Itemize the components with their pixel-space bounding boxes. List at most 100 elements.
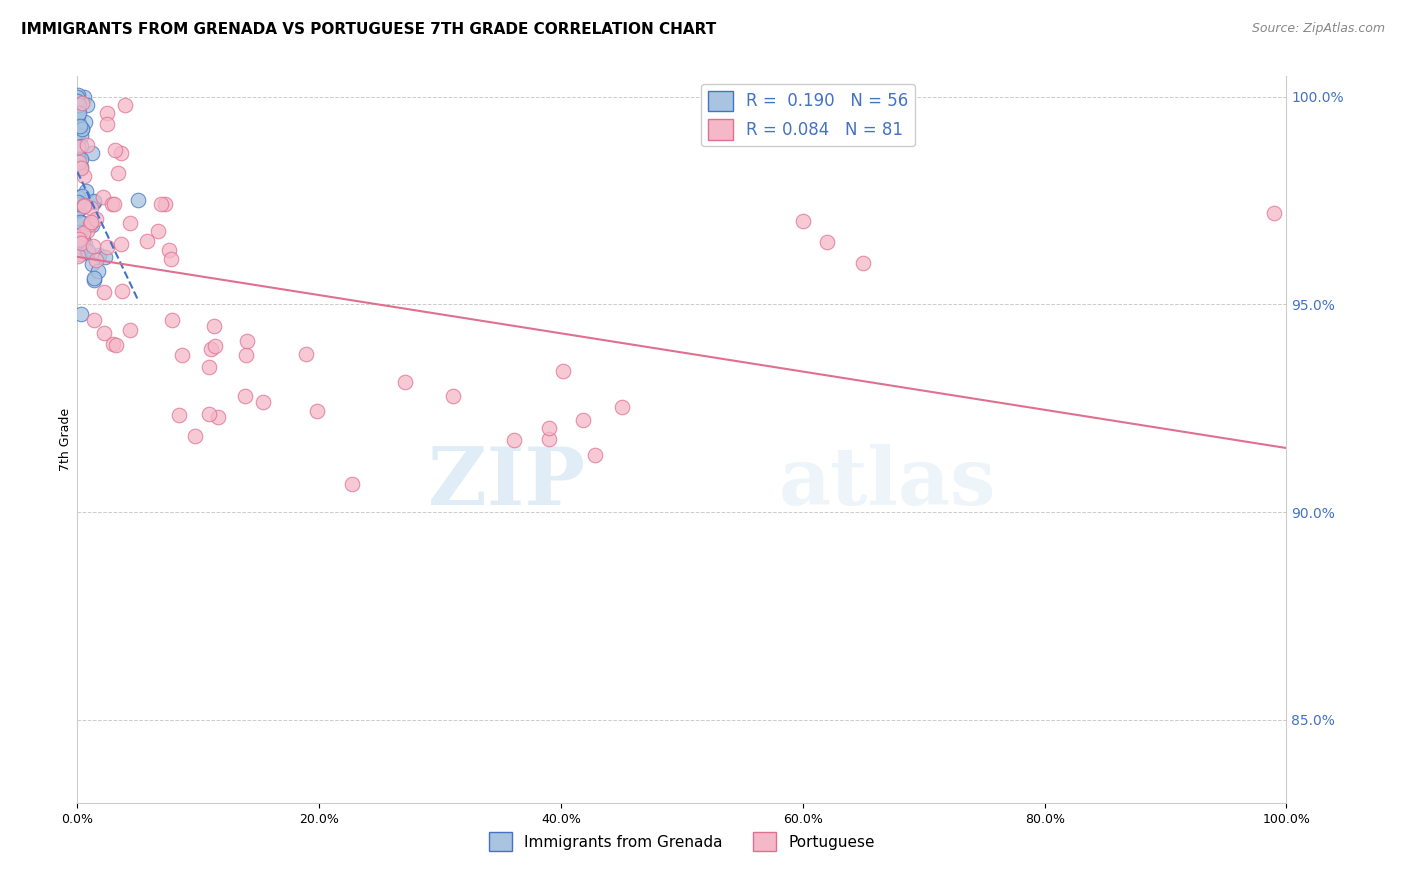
Point <box>67 106 90 120</box>
Point <box>70 160 93 174</box>
Point <box>83 194 105 209</box>
Point <box>84 252 107 267</box>
Point <box>80 201 103 215</box>
Point <box>80 214 103 228</box>
Point <box>91 190 114 204</box>
Point <box>66 107 89 121</box>
Point <box>67 122 90 136</box>
Point <box>96 106 118 120</box>
Point <box>80 218 103 232</box>
Point <box>127 194 149 208</box>
Point <box>75 237 97 252</box>
Point <box>77 244 100 259</box>
Point <box>107 165 129 179</box>
Point <box>72 233 94 247</box>
Point <box>66 140 89 154</box>
Point <box>87 264 110 278</box>
Point <box>852 256 875 270</box>
Point <box>66 194 89 209</box>
Point <box>70 233 93 247</box>
Point <box>67 189 90 203</box>
Point <box>69 307 91 321</box>
Point <box>340 476 363 491</box>
Point <box>252 395 274 409</box>
Point <box>83 313 105 327</box>
Point <box>236 334 259 348</box>
Point <box>70 189 93 203</box>
Text: atlas: atlas <box>779 444 995 522</box>
Point <box>295 347 318 361</box>
Point <box>72 226 94 240</box>
Point <box>537 432 560 446</box>
Point <box>67 155 90 169</box>
Text: IMMIGRANTS FROM GRENADA VS PORTUGUESE 7TH GRADE CORRELATION CHART: IMMIGRANTS FROM GRENADA VS PORTUGUESE 7T… <box>21 22 716 37</box>
Point <box>72 216 94 230</box>
Point <box>792 214 814 228</box>
Point <box>67 113 90 128</box>
Point <box>110 145 132 160</box>
Point <box>93 326 115 340</box>
Point <box>72 197 94 211</box>
Point <box>83 273 105 287</box>
Point <box>70 121 93 136</box>
Point <box>169 408 191 422</box>
Point <box>157 243 180 257</box>
Point <box>66 94 89 108</box>
Point <box>105 338 128 352</box>
Point <box>67 118 90 132</box>
Point <box>69 215 91 229</box>
Point <box>502 434 524 448</box>
Point <box>84 211 107 226</box>
Point <box>114 98 136 112</box>
Point <box>159 252 181 267</box>
Point <box>1263 206 1285 220</box>
Point <box>69 159 91 173</box>
Point <box>67 98 90 112</box>
Point <box>69 129 91 144</box>
Point <box>103 197 125 211</box>
Point <box>76 224 98 238</box>
Point <box>146 224 169 238</box>
Point <box>67 202 90 216</box>
Point <box>110 237 132 252</box>
Point <box>70 96 93 111</box>
Point <box>96 117 118 131</box>
Text: ZIP: ZIP <box>429 444 585 522</box>
Point <box>87 248 110 262</box>
Point <box>75 185 97 199</box>
Y-axis label: 7th Grade: 7th Grade <box>59 408 72 471</box>
Point <box>96 240 118 254</box>
Point <box>66 240 89 254</box>
Point <box>307 404 329 418</box>
Point <box>394 376 416 390</box>
Point <box>207 410 229 425</box>
Point <box>198 407 221 421</box>
Point <box>111 284 134 298</box>
Point <box>200 342 222 356</box>
Point <box>551 363 574 377</box>
Point <box>80 257 103 271</box>
Point <box>76 138 98 153</box>
Point <box>198 360 221 375</box>
Point <box>82 239 104 253</box>
Point <box>67 232 90 246</box>
Point <box>204 319 226 334</box>
Point <box>76 245 98 260</box>
Point <box>150 197 173 211</box>
Point <box>120 323 142 337</box>
Point <box>153 197 176 211</box>
Point <box>73 169 96 183</box>
Point <box>79 217 101 231</box>
Point <box>170 348 193 362</box>
Point <box>537 421 560 435</box>
Point <box>70 161 93 176</box>
Point <box>73 90 96 104</box>
Point <box>69 225 91 239</box>
Point <box>66 249 89 263</box>
Point <box>204 339 226 353</box>
Point <box>69 246 91 260</box>
Point <box>94 250 117 264</box>
Point <box>612 400 634 414</box>
Point <box>69 236 91 251</box>
Point <box>67 197 90 211</box>
